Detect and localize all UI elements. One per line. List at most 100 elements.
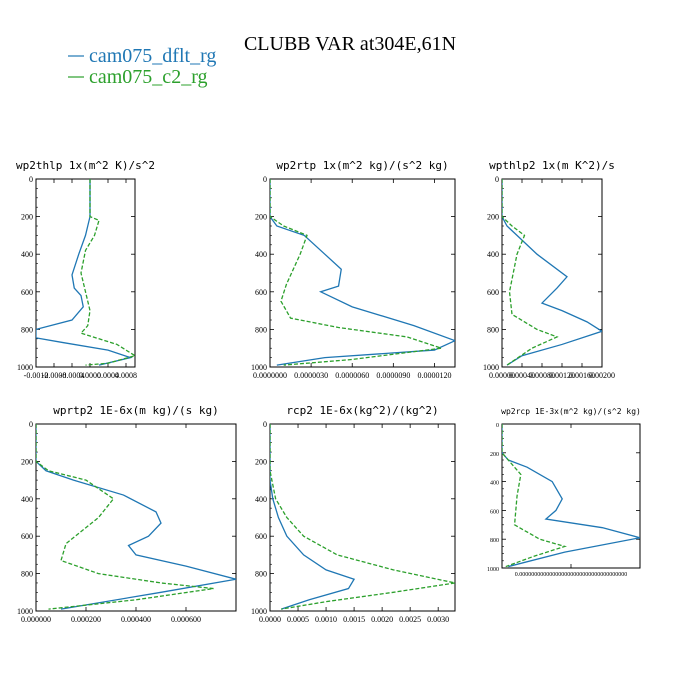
y-tick-label: 800: [255, 570, 267, 579]
x-tick-label: 0.000200: [71, 615, 101, 624]
y-tick-label: 600: [21, 532, 33, 541]
plot-frame: [35, 178, 136, 368]
figure-title: CLUBB VAR at304E,61N: [244, 33, 456, 55]
y-tick-label: 0: [495, 175, 499, 184]
y-tick-label: 0: [29, 420, 33, 429]
y-tick-label: 200: [255, 213, 267, 222]
x-tick-label: 0.0000000: [253, 371, 287, 380]
y-tick-label: 400: [255, 495, 267, 504]
x-tick-label: 0.000000: [21, 615, 51, 624]
y-tick-label: 1000: [251, 607, 267, 616]
x-tick-label: 0.0000: [79, 371, 101, 380]
x-tick-label: 0.0008: [115, 371, 137, 380]
x-tick-label: 0.0020: [371, 615, 393, 624]
y-tick-label: 400: [255, 250, 267, 259]
y-tick-label: 800: [21, 570, 33, 579]
series-line-c2: [270, 179, 442, 366]
panels: wp2thlp 1x(m^2 K)/s^202004006008001000-0…: [16, 159, 641, 624]
x-tick-label: 0.0000: [259, 615, 281, 624]
series-line-c2: [502, 424, 567, 568]
x-tick-label: 0.0004: [97, 371, 119, 380]
x-tick-label: 0.00200: [589, 371, 615, 380]
y-tick-label: 800: [490, 538, 499, 544]
x-tick-label: 0.0005: [287, 615, 309, 624]
y-tick-label: 800: [487, 325, 499, 334]
y-tick-label: 600: [255, 532, 267, 541]
y-tick-label: 800: [255, 325, 267, 334]
x-tick-label: -0.0004: [60, 371, 85, 380]
panel-title: wp2rcp 1E-3x(m^2 kg)/(s^2 kg): [501, 407, 641, 416]
y-tick-label: 400: [487, 250, 499, 259]
y-tick-label: 1000: [483, 363, 499, 372]
y-tick-label: 0: [263, 420, 267, 429]
y-tick-label: 400: [490, 481, 499, 487]
plot-frame: [269, 178, 456, 368]
x-tick-label: -0.0008: [42, 371, 67, 380]
x-tick-label: 0.00120: [549, 371, 575, 380]
x-tick-label: 0.0030: [427, 615, 449, 624]
panel-6: wp2rcp 1E-3x(m^2 kg)/(s^2 kg) 0 200 400 600 8…: [487, 407, 641, 578]
y-tick-label: 400: [21, 495, 33, 504]
series-line-c2: [36, 424, 214, 610]
x-tick-label: 0.0000060: [335, 371, 369, 380]
x-tick-label: 0.0000090: [376, 371, 410, 380]
y-tick-label: 0: [263, 175, 267, 184]
series-line-dflt: [36, 424, 236, 610]
y-tick-label: 600: [255, 288, 267, 297]
plot-frame: [269, 423, 456, 612]
x-tick-label: 0.000000000000000000000000000000000000: [515, 572, 628, 578]
y-tick-label: 200: [255, 457, 267, 466]
y-tick-label: 1000: [17, 363, 33, 372]
x-tick-label: 0.000400: [121, 615, 151, 624]
y-tick-label: 200: [490, 452, 499, 458]
series-line-c2: [502, 179, 559, 366]
x-tick-label: 0.00040: [509, 371, 535, 380]
panel-title: wp2rtp 1x(m^2 kg)/(s^2 kg): [276, 159, 448, 172]
panel-4: wprtp2 1E-6x(m kg)/(s kg) 0 200 400 600 800 10…: [17, 404, 237, 624]
x-tick-label: 0.00080: [529, 371, 555, 380]
panel-title: rcp2 1E-6x(kg^2)/(kg^2): [286, 404, 438, 417]
legend-label: cam075_dflt_rg: [89, 45, 216, 67]
x-tick-label: 0.00160: [569, 371, 595, 380]
series-line-dflt: [502, 424, 640, 568]
x-tick-label: -0.0012: [24, 371, 49, 380]
x-tick-label: 0.0015: [343, 615, 365, 624]
x-tick-label: 0.0010: [315, 615, 337, 624]
y-tick-label: 200: [21, 457, 33, 466]
panel-3: wpthlp2 1x(m K^2)/s020040060080010000.00…: [483, 159, 615, 380]
y-tick-label: 1000: [251, 363, 267, 372]
y-tick-label: 800: [21, 325, 33, 334]
plot-frame: [35, 423, 237, 612]
y-tick-label: 1000: [487, 567, 499, 573]
y-tick-label: 600: [487, 288, 499, 297]
series-line-c2: [270, 424, 455, 610]
series-line-dflt: [270, 424, 356, 610]
legend-label: cam075_c2_rg: [89, 66, 208, 88]
y-tick-label: 600: [21, 288, 33, 297]
panel-5: rcp2 1E-6x(kg^2)/(kg^2) 0 200 400 600 800 1000…: [251, 404, 456, 624]
x-tick-label: 0.0000120: [417, 371, 451, 380]
y-tick-label: 600: [490, 509, 499, 515]
series-line-c2: [79, 179, 135, 366]
x-tick-label: 0.0000030: [294, 371, 328, 380]
series-line-dflt: [270, 179, 455, 366]
panel-1: wp2thlp 1x(m^2 K)/s^202004006008001000-0…: [16, 159, 155, 380]
x-tick-label: 0.000600: [171, 615, 201, 624]
x-tick-label: 0.0025: [399, 615, 421, 624]
x-tick-label: 0.00000: [489, 371, 515, 380]
y-tick-label: 400: [21, 250, 33, 259]
panel-title: wpthlp2 1x(m K^2)/s: [489, 159, 615, 172]
y-tick-label: 200: [21, 213, 33, 222]
y-tick-label: 0: [496, 423, 499, 429]
y-tick-label: 1000: [17, 607, 33, 616]
plot-frame: [501, 423, 641, 569]
y-tick-label: 200: [487, 213, 499, 222]
panel-2: wp2rtp 1x(m^2 kg)/(s^2 kg) 0 200 400 600 800 1…: [251, 159, 456, 380]
y-tick-label: 0: [29, 175, 33, 184]
series-line-dflt: [36, 179, 133, 366]
panel-title: wprtp2 1E-6x(m kg)/(s kg): [53, 404, 219, 417]
panel-title: wp2thlp 1x(m^2 K)/s^2: [16, 159, 155, 172]
series-line-dflt: [502, 179, 602, 366]
